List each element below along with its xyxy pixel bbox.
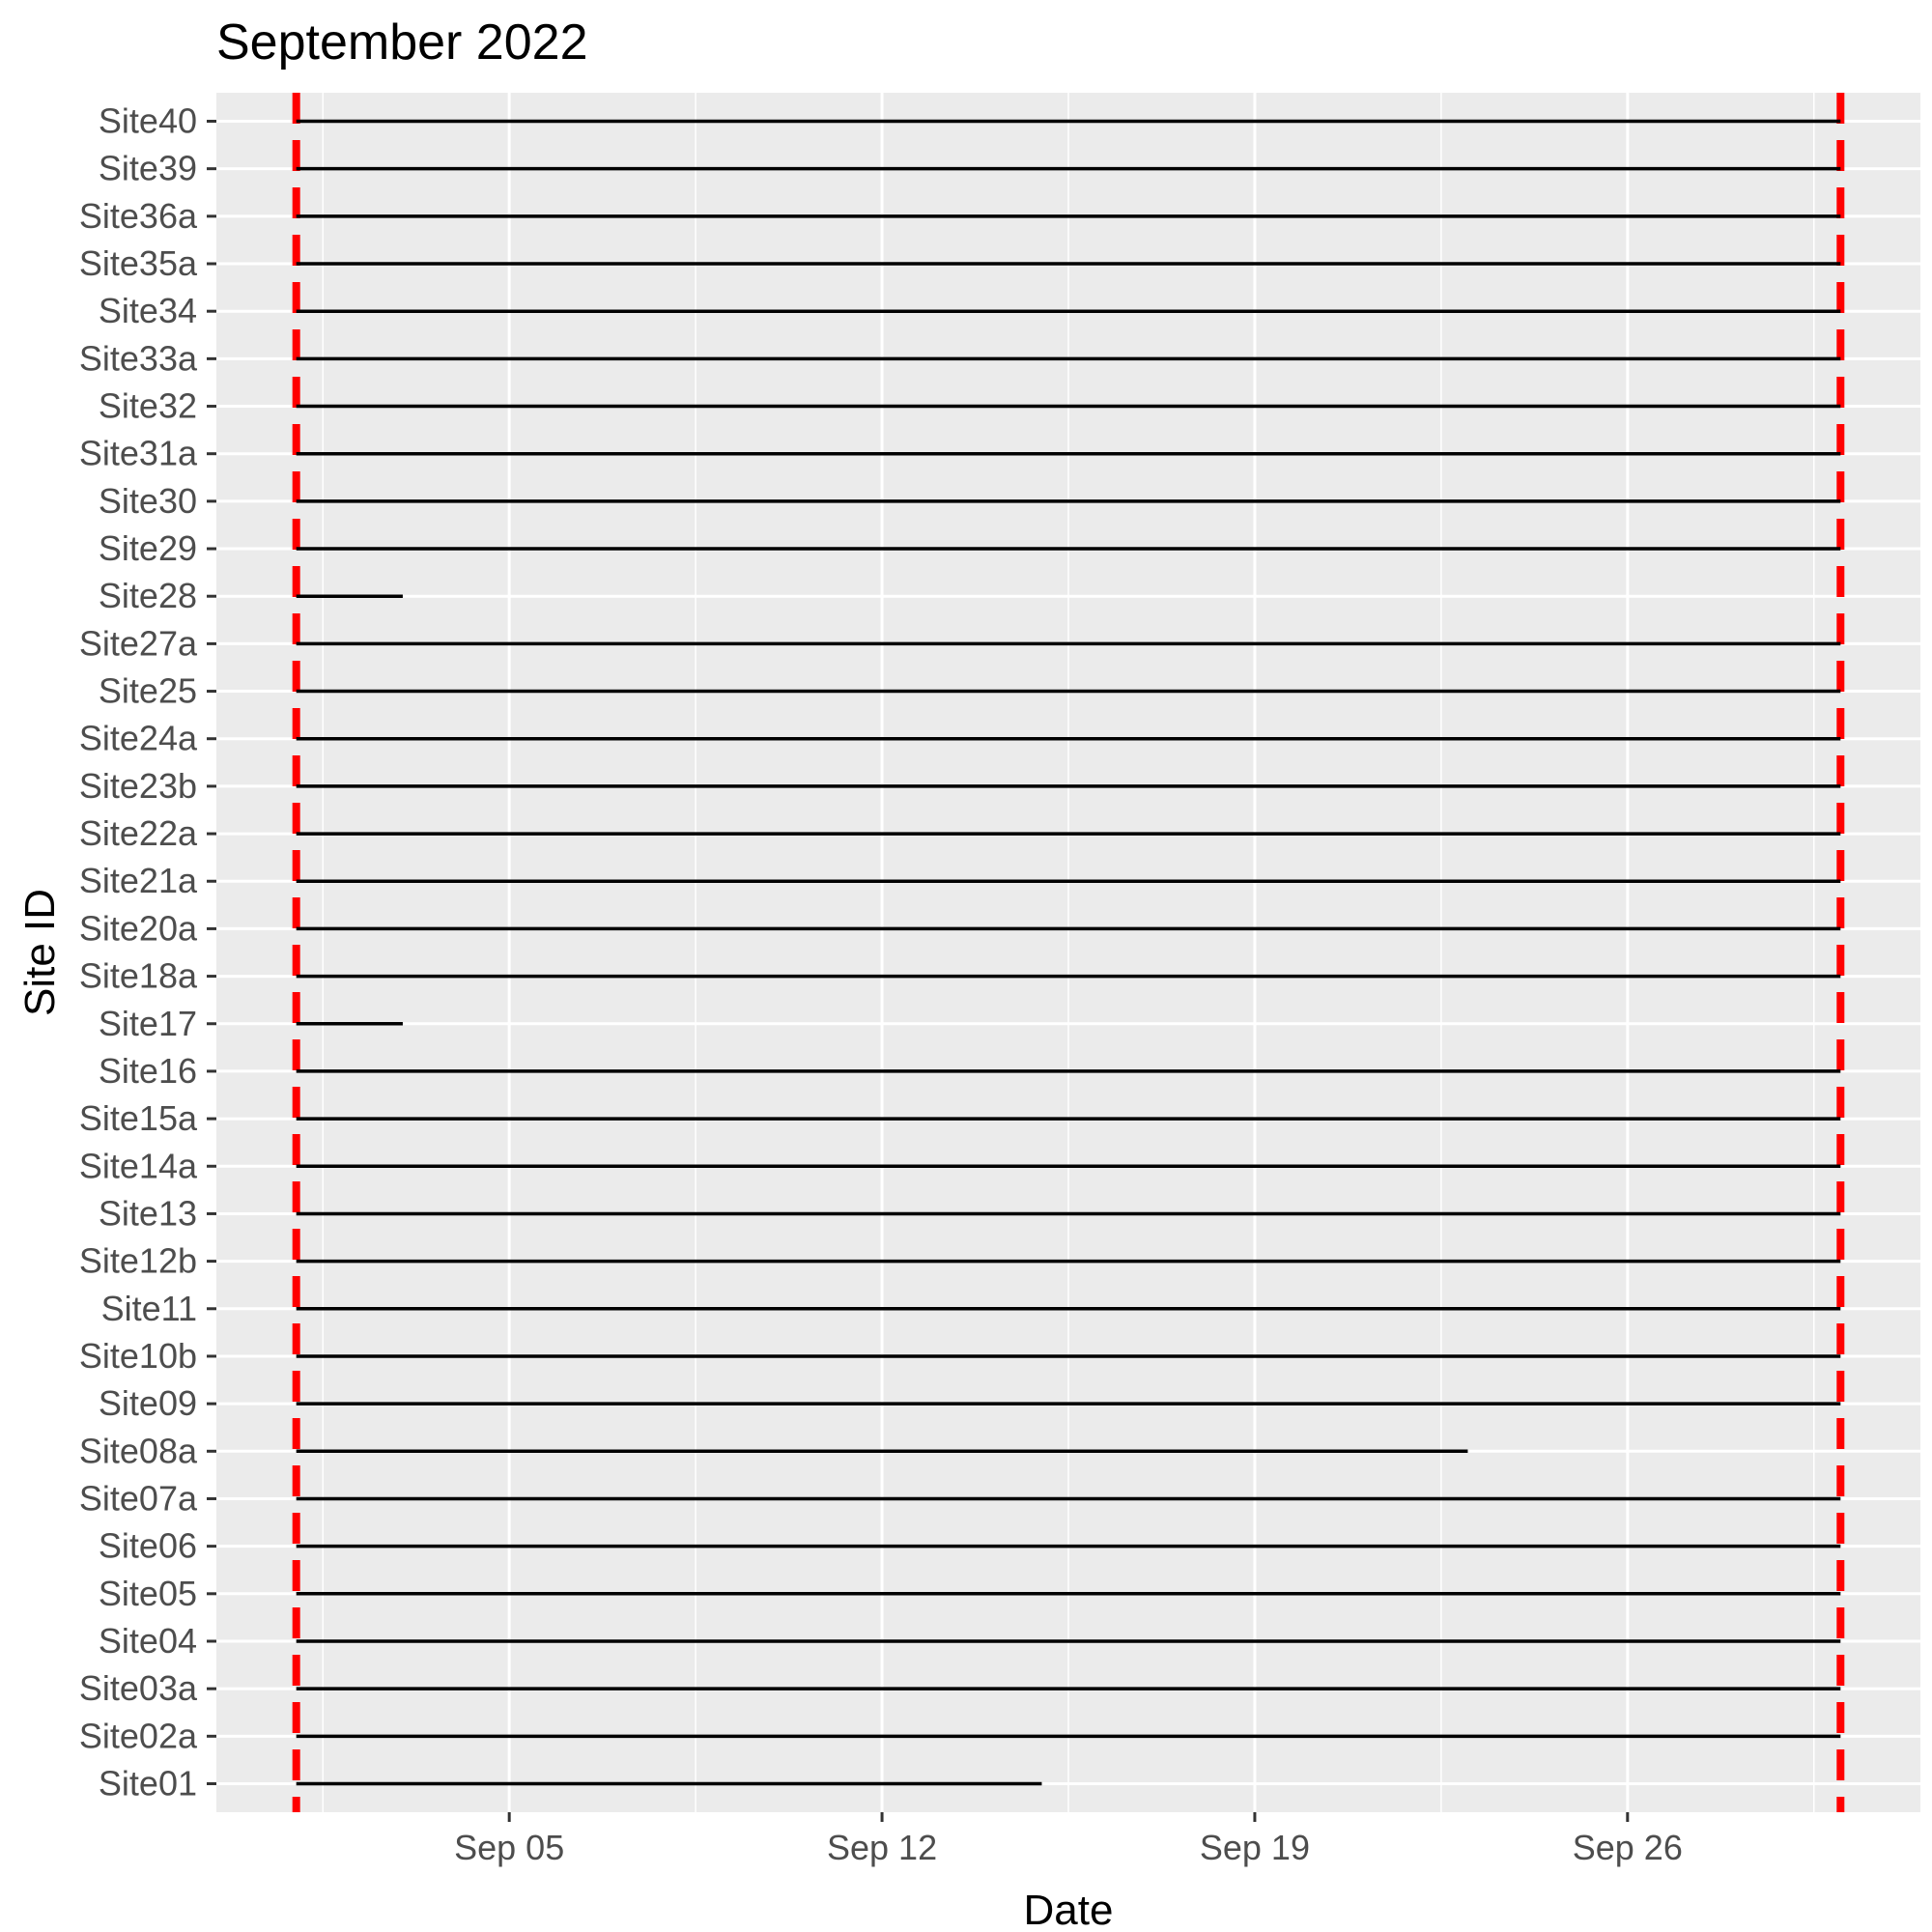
- x-axis-title: Date: [1024, 1887, 1114, 1932]
- y-tick-label: Site10b: [79, 1336, 197, 1376]
- x-axis: Sep 05 Sep 12 Sep 19 Sep 26: [454, 1812, 1683, 1867]
- y-tick-label: Site33a: [79, 338, 198, 378]
- y-tick-label: Site14a: [79, 1146, 198, 1185]
- y-tick-label: Site07a: [79, 1478, 198, 1518]
- y-tick-label: Site04: [99, 1621, 197, 1661]
- y-tick-label: Site25: [99, 671, 197, 711]
- x-tick-label: Sep 12: [827, 1828, 937, 1867]
- y-tick-label: Site28: [99, 576, 197, 615]
- x-tick-label: Sep 19: [1200, 1828, 1310, 1867]
- y-tick-label: Site05: [99, 1574, 197, 1613]
- grid-minor: [322, 93, 1815, 1812]
- y-tick-label: Site20a: [79, 908, 198, 948]
- y-tick-label: Site09: [99, 1383, 197, 1423]
- y-tick-label: Site31a: [79, 434, 198, 473]
- y-tick-label: Site35a: [79, 243, 198, 283]
- y-tick-label: Site30: [99, 481, 197, 521]
- y-tick-label: Site11: [101, 1289, 197, 1328]
- y-tick-label: Site24a: [79, 719, 198, 758]
- y-tick-label: Site34: [99, 291, 197, 330]
- y-tick-label: Site17: [99, 1004, 197, 1043]
- site-segments: [296, 119, 1841, 1786]
- y-tick-label: Site16: [99, 1051, 197, 1091]
- chart-title: September 2022: [216, 14, 588, 71]
- reference-lines: [292, 93, 1845, 1812]
- x-tick-label: Sep 26: [1573, 1828, 1683, 1867]
- y-tick-label: Site03a: [79, 1668, 198, 1708]
- y-tick-label: Site29: [99, 528, 197, 568]
- y-tick-label: Site13: [99, 1193, 197, 1233]
- y-tick-label: Site22a: [79, 813, 198, 853]
- y-tick-label: Site27a: [79, 623, 198, 663]
- y-tick-label: Site32: [99, 386, 197, 426]
- y-tick-label: Site02a: [79, 1716, 198, 1755]
- y-axis: Site40 Site39 Site36a Site35a Site34 Site33a S…: [79, 101, 216, 1803]
- y-tick-label: Site12b: [79, 1241, 197, 1281]
- x-tick-label: Sep 05: [454, 1828, 564, 1867]
- y-tick-label: Site21a: [79, 861, 198, 900]
- y-tick-label: Site15a: [79, 1098, 198, 1138]
- y-tick-label: Site36a: [79, 196, 198, 236]
- y-tick-label: Site40: [99, 101, 197, 141]
- y-tick-label: Site08a: [79, 1431, 198, 1470]
- y-tick-label: Site06: [99, 1526, 197, 1566]
- y-tick-label: Site23b: [79, 766, 197, 806]
- y-tick-label: Site18a: [79, 956, 198, 996]
- y-axis-title: Site ID: [16, 889, 64, 1016]
- y-tick-label: Site01: [99, 1763, 197, 1803]
- y-tick-label: Site39: [99, 149, 197, 188]
